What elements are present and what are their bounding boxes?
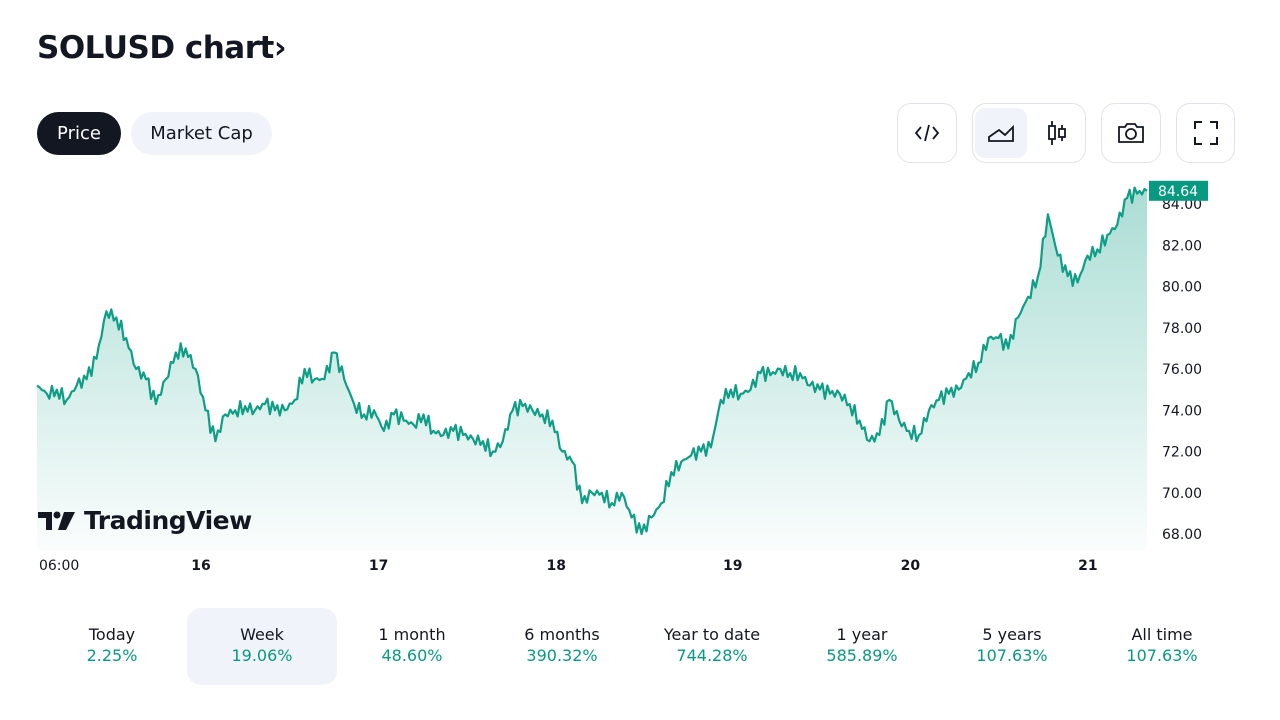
embed-code-icon xyxy=(914,124,940,142)
x-tick-label: 17 xyxy=(369,558,388,574)
y-tick-label: 70.00 xyxy=(1162,486,1202,502)
period-year-to-date[interactable]: Year to date 744.28% xyxy=(637,608,787,685)
period-label: 1 year xyxy=(836,625,888,644)
period-all-time[interactable]: All time 107.63% xyxy=(1087,608,1237,685)
last-price-badge xyxy=(1149,180,1208,201)
price-area-fill xyxy=(37,187,1147,550)
price-chart[interactable]: 68.00 70.00 72.00 74.00 76.00 78.00 80.00 82.00… xyxy=(0,170,1280,590)
y-tick-label: 80.00 xyxy=(1162,280,1202,296)
tradingview-logo-icon xyxy=(38,511,75,530)
period-label: All time xyxy=(1131,625,1193,644)
tradingview-logo[interactable]: TradingView xyxy=(38,506,252,535)
y-tick-label: 72.00 xyxy=(1162,445,1202,461)
period-label: 1 month xyxy=(378,625,446,644)
y-tick-label: 78.00 xyxy=(1162,321,1202,337)
period-selector: Today 2.25% Week 19.06% 1 month 48.60% 6 month… xyxy=(37,608,1237,685)
x-tick-label: 21 xyxy=(1078,558,1097,574)
period-change: 2.25% xyxy=(86,646,138,665)
y-tick-label: 74.00 xyxy=(1162,403,1202,419)
x-tick-label: 16 xyxy=(191,558,210,574)
x-tick-label: 20 xyxy=(901,558,921,574)
y-tick-label: 68.00 xyxy=(1162,527,1202,543)
period-label: Year to date xyxy=(663,625,761,644)
period-change: 48.60% xyxy=(381,646,443,665)
period-6-months[interactable]: 6 months 390.32% xyxy=(487,608,637,685)
y-tick-label: 84.00 xyxy=(1162,197,1202,213)
last-price-label: 84.64 xyxy=(1158,184,1198,200)
x-tick-label: 18 xyxy=(546,558,565,574)
period-change: 107.63% xyxy=(1126,646,1198,665)
chart-type-group xyxy=(972,103,1086,163)
period-today[interactable]: Today 2.25% xyxy=(37,608,187,685)
period-change: 585.89% xyxy=(826,646,898,665)
candlestick-icon xyxy=(1048,121,1066,145)
period-change: 744.28% xyxy=(676,646,748,665)
period-change: 390.32% xyxy=(526,646,598,665)
candlestick-button[interactable] xyxy=(1031,108,1083,158)
period-5-years[interactable]: 5 years 107.63% xyxy=(937,608,1087,685)
area-chart-icon xyxy=(988,124,1014,142)
embed-button[interactable] xyxy=(897,103,957,163)
camera-icon xyxy=(1118,123,1144,143)
tab-market-cap[interactable]: Market Cap xyxy=(131,112,272,155)
y-tick-label: 76.00 xyxy=(1162,362,1202,378)
tab-price[interactable]: Price xyxy=(37,112,121,155)
fullscreen-icon xyxy=(1193,121,1218,145)
period-1-year[interactable]: 1 year 585.89% xyxy=(787,608,937,685)
period-1-month[interactable]: 1 month 48.60% xyxy=(337,608,487,685)
price-line xyxy=(36,186,1148,536)
x-tick-label: 06:00 xyxy=(39,558,79,574)
area-chart-button[interactable] xyxy=(975,108,1027,158)
period-change: 19.06% xyxy=(231,646,293,665)
period-label: Today xyxy=(88,625,136,644)
fullscreen-button[interactable] xyxy=(1176,103,1235,163)
period-label: 5 years xyxy=(982,625,1042,644)
period-change: 107.63% xyxy=(976,646,1048,665)
page-title[interactable]: SOLUSD chart› xyxy=(37,30,287,66)
period-label: Week xyxy=(240,625,284,644)
screenshot-button[interactable] xyxy=(1101,103,1161,163)
x-tick-label: 19 xyxy=(723,558,742,574)
period-week[interactable]: Week 19.06% xyxy=(187,608,337,685)
period-label: 6 months xyxy=(524,625,600,644)
chevron-right-icon: › xyxy=(273,30,287,66)
y-tick-label: 82.00 xyxy=(1162,238,1202,254)
